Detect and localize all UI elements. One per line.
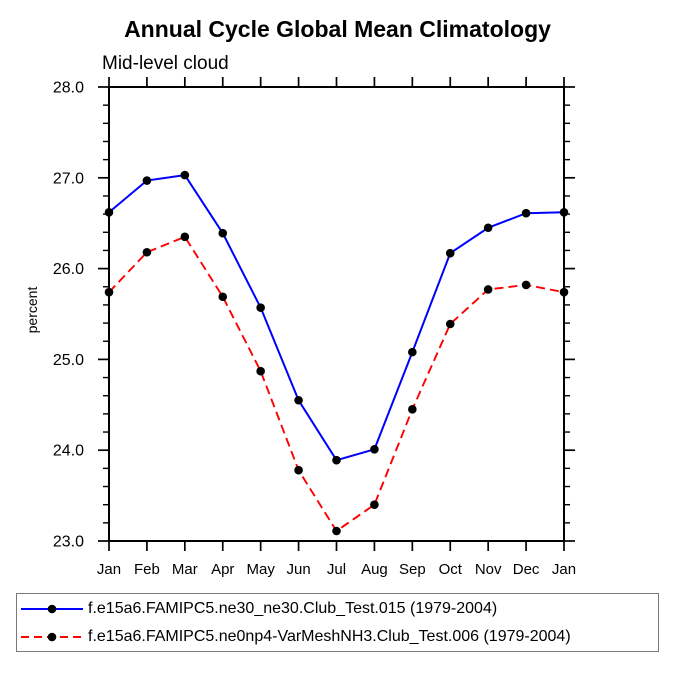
data-point-marker-s1 <box>180 232 190 242</box>
data-point-marker-s1 <box>142 247 152 257</box>
x-axis-tick-label: Aug <box>361 561 388 578</box>
x-axis-tick-label: May <box>246 561 275 578</box>
data-point-marker-s1 <box>445 319 455 329</box>
data-point-marker-s0 <box>521 208 531 218</box>
legend-label-series-1: f.e15a6.FAMIPC5.ne0np4-VarMeshNH3.Club_T… <box>88 627 571 645</box>
series-line-1 <box>108 235 565 533</box>
x-axis-tick-label: Mar <box>172 561 198 578</box>
y-axis-title: percent <box>24 287 40 334</box>
data-point-marker-s1 <box>483 285 493 294</box>
data-point-marker-s0 <box>180 170 190 180</box>
x-axis-tick-label: Jan <box>552 561 576 578</box>
data-point-marker-s0 <box>408 347 417 357</box>
y-axis-tick-label: 28.0 <box>53 80 84 97</box>
series-line-0 <box>108 173 565 462</box>
legend-label-series-0: f.e15a6.FAMIPC5.ne30_ne30.Club_Test.015 … <box>88 599 498 617</box>
x-axis-tick-label: Dec <box>513 561 540 578</box>
chart-subtitle: Mid-level cloud <box>102 53 229 74</box>
legend-box: f.e15a6.FAMIPC5.ne30_ne30.Club_Test.015 … <box>16 593 659 652</box>
data-point-marker-s0 <box>559 208 569 217</box>
data-point-marker-s1 <box>218 292 228 302</box>
legend-marker-sample <box>47 604 57 613</box>
chart-title: Annual Cycle Global Mean Climatology <box>124 16 551 42</box>
data-point-marker-s1 <box>256 366 265 376</box>
data-point-marker-s0 <box>256 303 265 312</box>
legend-marker-sample <box>47 632 57 641</box>
x-axis-tick-label: Apr <box>211 561 234 578</box>
legend-swatch-series-1 <box>21 632 83 641</box>
data-point-marker-s0 <box>370 444 379 454</box>
data-point-marker-s0 <box>332 455 341 465</box>
y-axis-tick-label: 27.0 <box>53 170 84 187</box>
legend-entry-1: f.e15a6.FAMIPC5.ne0np4-VarMeshNH3.Club_T… <box>17 623 658 651</box>
y-axis-tick-label: 23.0 <box>53 534 84 551</box>
y-axis-tick-label: 26.0 <box>53 261 84 278</box>
legend-swatch-series-0 <box>21 604 83 613</box>
y-axis-tick-label: 25.0 <box>53 352 84 369</box>
x-axis-tick-label: Sep <box>399 561 426 578</box>
data-point-marker-s1 <box>521 280 531 290</box>
x-axis-tick-label: Oct <box>439 561 463 578</box>
x-axis-tick-label: Jul <box>327 561 346 578</box>
plot-frame <box>108 86 565 542</box>
x-axis-tick-label: Jun <box>286 561 310 578</box>
y-axis-tick-label: 24.0 <box>53 443 84 460</box>
data-point-marker-s0 <box>104 208 114 217</box>
data-point-marker-s1 <box>104 287 114 297</box>
data-point-marker-s0 <box>218 228 228 238</box>
data-point-marker-s0 <box>294 395 303 405</box>
x-axis-tick-label: Feb <box>134 561 160 578</box>
data-point-marker-s0 <box>445 248 455 258</box>
data-point-marker-s1 <box>294 465 303 475</box>
x-axis-tick-label: Jan <box>97 561 121 578</box>
data-point-marker-s0 <box>142 176 152 185</box>
data-point-marker-s1 <box>408 405 417 414</box>
data-point-marker-s1 <box>559 287 569 297</box>
data-point-marker-s1 <box>370 500 379 509</box>
data-point-marker-s1 <box>332 526 341 536</box>
legend-entry-0: f.e15a6.FAMIPC5.ne30_ne30.Club_Test.015 … <box>17 595 658 623</box>
x-axis-tick-label: Nov <box>475 561 502 578</box>
data-point-marker-s0 <box>483 223 493 233</box>
